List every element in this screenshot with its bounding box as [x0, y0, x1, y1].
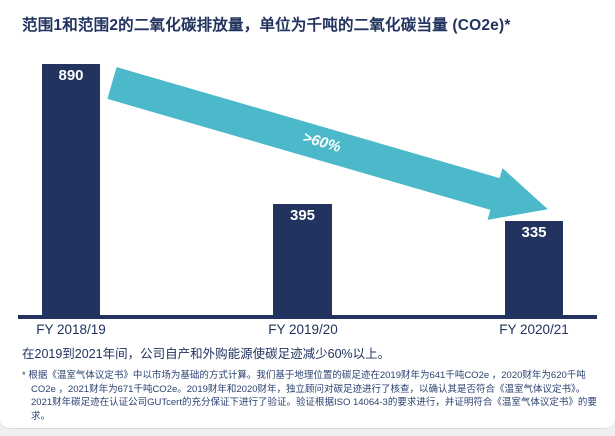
x-axis-label-fy-2020-21: FY 2020/21 — [499, 322, 569, 337]
arrow-label: >60% — [301, 129, 343, 156]
x-axis-label-fy-2019-20: FY 2019/20 — [268, 322, 338, 337]
x-axis-label-fy-2018-19: FY 2018/19 — [36, 322, 106, 337]
bar-value-fy-2018-19: 890 — [58, 67, 84, 84]
bar-fy-2020-21: 335 — [505, 221, 563, 315]
bar-fy-2018-19: 890 — [42, 64, 100, 315]
footnote: * 根据《温室气体议定书》中以市场为基础的方式计算。我们基于地理位置的碳足迹在2… — [22, 370, 597, 422]
chart-title: 范围1和范围2的二氧化碳排放量，单位为千吨的二氧化碳当量 (CO2e)* — [22, 17, 511, 34]
summary-sentence: 在2019到2021年间，公司自产和外购能源使碳足迹减少60%以上。 — [22, 347, 391, 361]
bar-chart: 890 395 335 >60% — [42, 64, 563, 315]
bar-fy-2019-20: 395 — [273, 204, 332, 315]
bar-value-fy-2019-20: 395 — [289, 207, 316, 224]
bar-value-fy-2020-21: 335 — [521, 224, 547, 241]
x-axis-line — [18, 315, 597, 319]
